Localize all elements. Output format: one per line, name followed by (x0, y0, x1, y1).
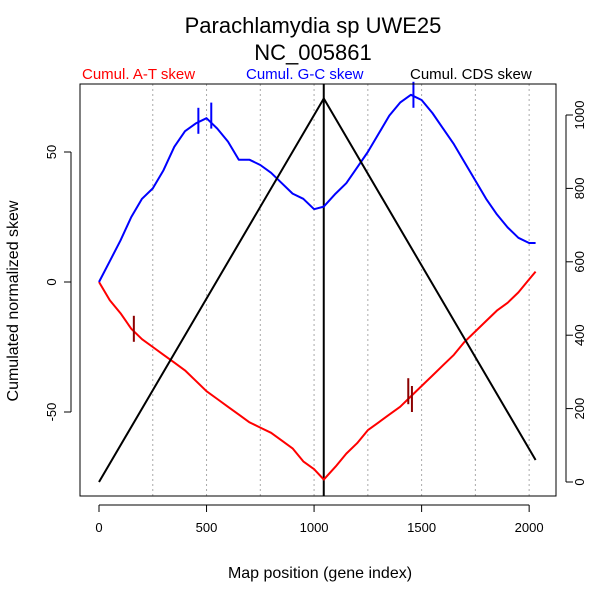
legend-at-skew: Cumul. A-T skew (82, 66, 195, 83)
x-axis-label: Map position (gene index) (228, 565, 412, 582)
chart-subtitle: NC_005861 (254, 40, 371, 65)
x-tick-label-3: 1500 (407, 520, 436, 535)
x-tick-label-1: 500 (196, 520, 218, 535)
y-axis-right: 0 200 400 600 800 1000 (565, 101, 587, 486)
x-axis: 0 500 1000 1500 2000 (95, 504, 544, 535)
series-layer (98, 84, 537, 496)
y-left-tick-label-0: -50 (44, 403, 59, 422)
y-right-tick-label-2: 400 (572, 324, 587, 346)
chart-title: Parachlamydia sp UWE25 (185, 13, 442, 38)
at-skew-line (98, 270, 537, 481)
y-left-tick-label-1: 0 (44, 278, 59, 285)
gc-skew-line (98, 93, 536, 283)
y-axis-left: -50 0 50 (44, 145, 72, 422)
vertical-grid (152, 84, 530, 496)
y-axis-label: Cumulated normalized skew (5, 200, 22, 401)
x-tick-label-2: 1000 (300, 520, 329, 535)
x-tick-label-0: 0 (95, 520, 102, 535)
x-tick-label-4: 2000 (515, 520, 544, 535)
y-right-tick-label-5: 1000 (572, 101, 587, 130)
marker-layer (132, 81, 415, 412)
cds-skew-line (98, 97, 537, 483)
legend-cds-skew: Cumul. CDS skew (410, 66, 532, 83)
y-right-tick-label-4: 800 (572, 178, 587, 200)
legend-gc-skew: Cumul. G-C skew (246, 66, 364, 83)
y-right-tick-label-3: 600 (572, 251, 587, 273)
y-right-tick-label-1: 200 (572, 398, 587, 420)
y-left-tick-label-2: 50 (44, 145, 59, 159)
y-right-tick-label-0: 0 (572, 478, 587, 485)
plot-frame (79, 83, 557, 497)
